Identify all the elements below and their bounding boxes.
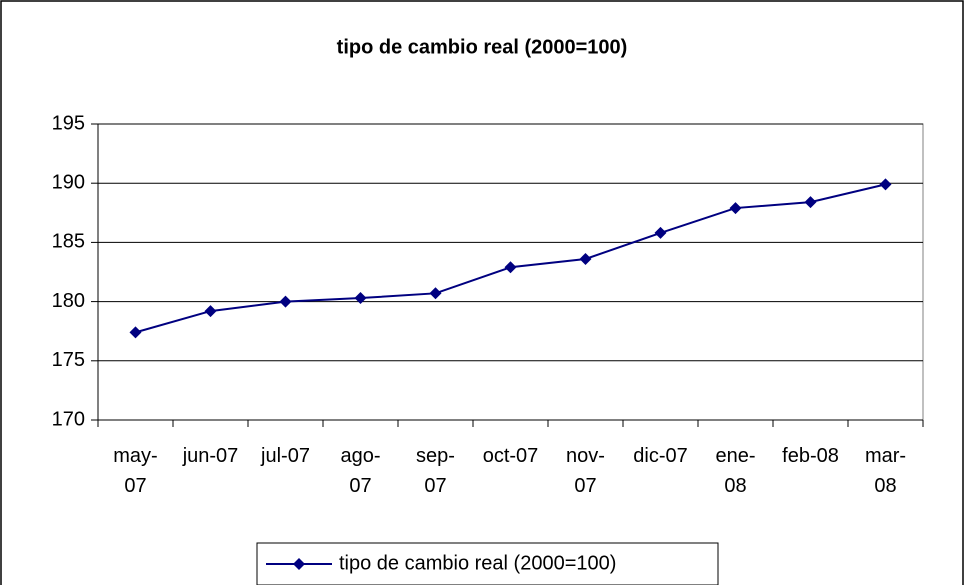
x-tick-label: sep-07 — [416, 445, 455, 497]
marker — [429, 287, 442, 300]
marker — [204, 305, 217, 318]
x-tick-label: oct-07 — [482, 445, 539, 467]
legend-label: tipo de cambio real (2000=100) — [339, 552, 616, 574]
x-tick-label: ago-07 — [340, 445, 381, 497]
marker — [279, 295, 292, 308]
y-tick-label: 175 — [52, 349, 85, 371]
y-tick-label: 185 — [52, 231, 85, 253]
x-tick-label: may-07 — [113, 445, 158, 497]
y-tick-label: 170 — [52, 408, 85, 430]
marker — [504, 261, 517, 274]
x-tick-label: feb-08 — [782, 445, 839, 467]
marker — [129, 326, 142, 339]
x-tick-label: jun-07 — [182, 445, 239, 467]
x-tick-label: nov-07 — [566, 445, 605, 497]
marker — [804, 196, 817, 209]
chart-title: tipo de cambio real (2000=100) — [337, 36, 628, 58]
legend-marker — [293, 558, 305, 570]
y-tick-label: 190 — [52, 171, 85, 193]
y-tick-label: 180 — [52, 290, 85, 312]
legend-box — [256, 542, 719, 585]
marker — [729, 202, 742, 215]
x-tick-label: jul-07 — [261, 445, 310, 467]
marker — [354, 292, 367, 305]
x-tick-label: mar-08 — [864, 445, 907, 497]
x-tick-label: ene-08 — [715, 445, 756, 497]
marker — [579, 252, 592, 265]
y-tick-label: 195 — [52, 112, 85, 134]
marker — [654, 226, 667, 239]
x-tick-label: dic-07 — [633, 445, 688, 467]
marker — [879, 178, 892, 191]
